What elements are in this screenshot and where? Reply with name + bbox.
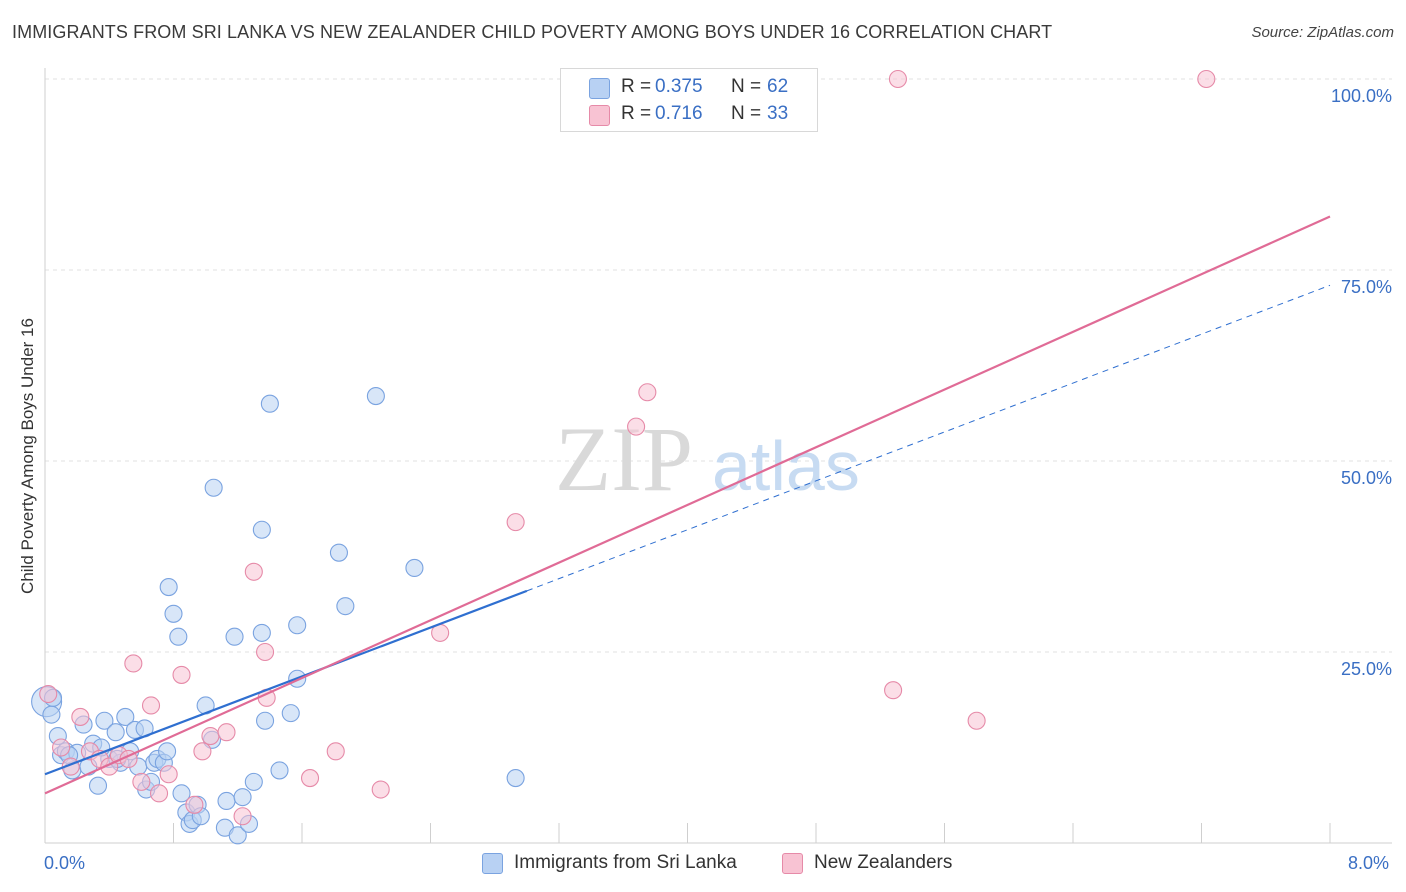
pink-data-point <box>244 562 263 581</box>
blue-data-point <box>164 604 183 623</box>
pink-data-point <box>39 684 58 704</box>
pink-data-point <box>149 784 169 803</box>
blue-data-point <box>244 772 263 791</box>
legend-r-label: R = <box>621 103 652 124</box>
blue-data-point <box>106 723 125 742</box>
y-axis-label: Child Poverty Among Boys Under 16 <box>18 318 37 594</box>
blue-data-point <box>256 711 275 730</box>
pink-data-point <box>371 780 390 799</box>
legend-n-label: N = <box>731 76 762 97</box>
pink-data-point <box>185 795 204 814</box>
blue-data-point <box>169 627 188 646</box>
blue-trendline-solid <box>44 589 528 776</box>
pink-data-point <box>172 665 191 684</box>
blue-data-point <box>405 558 424 578</box>
blue-data-point <box>42 705 61 724</box>
blue-data-point <box>233 788 252 807</box>
legend-label-sri-lanka: Immigrants from Sri Lanka <box>514 852 737 873</box>
blue-data-point <box>270 761 289 780</box>
legend-n-label: N = <box>731 103 762 124</box>
pink-data-point <box>201 726 220 746</box>
pink-data-point <box>256 642 275 662</box>
legend-n-value: 33 <box>767 103 789 124</box>
series-immigrants-from-sri-lanka <box>31 387 525 845</box>
blue-data-point <box>172 784 191 803</box>
pink-trendline-solid <box>44 215 1331 795</box>
pink-data-point <box>638 383 657 402</box>
source-credit: Source: ZipAtlas.com <box>1251 24 1394 41</box>
pink-data-point <box>627 417 646 436</box>
legend-n-value: 62 <box>767 76 789 97</box>
legend-r-value: 0.375 <box>655 76 703 97</box>
y-tick-label-75: 75.0% <box>1340 277 1392 297</box>
blue-data-point <box>281 704 300 723</box>
legend-swatch-pink <box>589 105 610 126</box>
legend-swatch-blue <box>482 853 503 874</box>
blue-data-point <box>366 387 385 406</box>
watermark: ZIP atlas <box>555 408 860 510</box>
pink-data-point <box>300 769 320 788</box>
pink-data-point <box>233 807 252 826</box>
pink-data-point <box>506 513 525 532</box>
blue-data-point <box>506 769 525 788</box>
trendlines <box>44 215 1331 795</box>
blue-data-point <box>228 826 247 845</box>
pink-data-point <box>52 738 71 757</box>
y-tick-label-100: 100.0% <box>1330 86 1392 106</box>
correlation-legend: R = 0.375 N = 62 R = 0.716 N = 33 <box>560 68 818 132</box>
pink-data-point <box>132 772 151 791</box>
legend-r-label: R = <box>621 76 652 97</box>
watermark-zip: ZIP <box>555 408 693 510</box>
pink-data-point <box>141 696 161 715</box>
pink-data-point <box>193 742 212 761</box>
blue-data-point <box>288 616 307 635</box>
blue-data-point <box>204 478 223 497</box>
legend-swatch-pink <box>782 853 803 874</box>
y-tick-label-25: 25.0% <box>1340 659 1392 679</box>
blue-data-point <box>329 543 348 562</box>
pink-data-point <box>1197 69 1216 89</box>
blue-data-point <box>225 627 244 646</box>
pink-data-point <box>326 742 345 761</box>
pink-data-point <box>217 723 236 742</box>
series-new-zealanders <box>39 69 1216 826</box>
pink-data-point <box>71 707 90 726</box>
pink-data-point <box>159 765 178 784</box>
blue-data-point <box>95 711 114 730</box>
blue-data-point <box>336 597 355 616</box>
blue-data-point <box>252 623 271 642</box>
blue-data-point <box>260 394 279 413</box>
pink-data-point <box>967 711 986 730</box>
legend-r-value: 0.716 <box>655 103 703 124</box>
blue-data-point <box>116 707 135 726</box>
y-tick-label-50: 50.0% <box>1340 468 1392 488</box>
pink-data-point <box>884 681 903 700</box>
x-tick-label-max: 8.0% <box>1348 853 1390 873</box>
pink-data-point <box>124 654 143 673</box>
pink-data-point <box>888 69 907 89</box>
legend-label-new-zealanders: New Zealanders <box>814 852 953 873</box>
blue-trendline-dashed <box>526 284 1331 592</box>
blue-data-point <box>252 520 271 539</box>
chart-title: IMMIGRANTS FROM SRI LANKA VS NEW ZEALAND… <box>12 22 1053 42</box>
legend-swatch-blue <box>589 78 610 99</box>
x-tick-label-min: 0.0% <box>44 853 86 873</box>
blue-data-point <box>217 791 236 811</box>
blue-data-point <box>158 742 177 761</box>
blue-data-point <box>159 578 178 597</box>
blue-data-point <box>88 776 108 795</box>
